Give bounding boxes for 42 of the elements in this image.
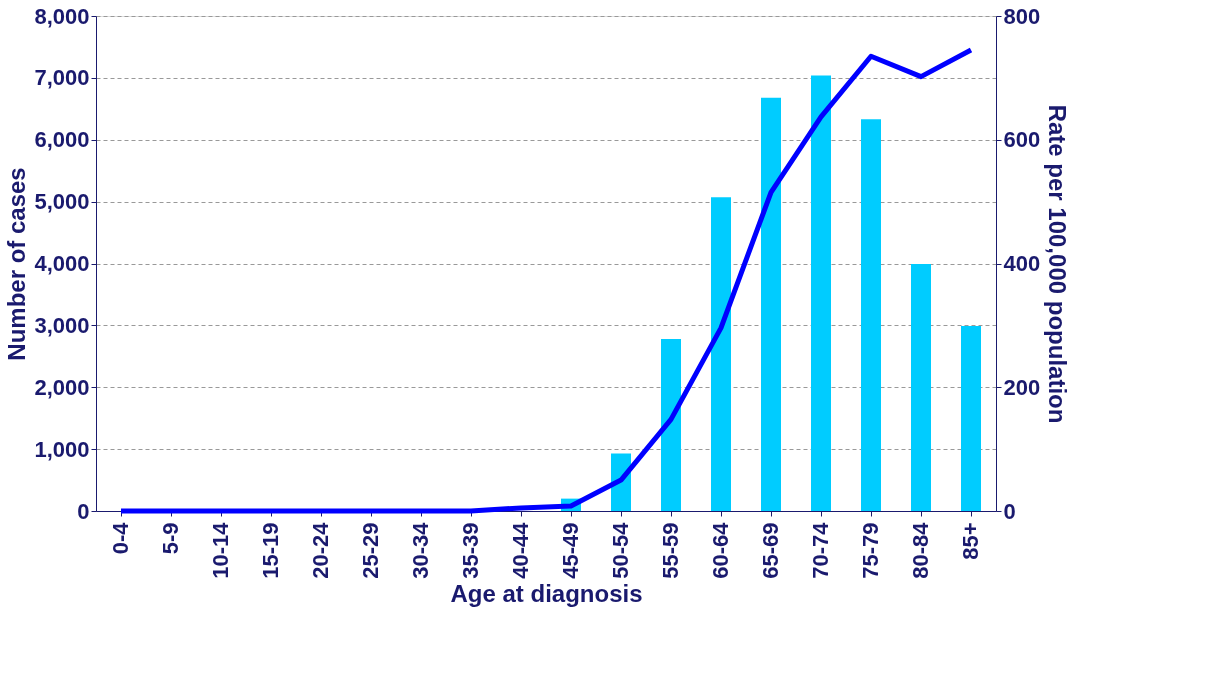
y2-tick-label: 400: [1003, 251, 1041, 276]
bar: [661, 338, 681, 511]
y2-tick-label: 600: [1003, 127, 1041, 153]
y2-tick-label: 0: [1003, 498, 1016, 524]
y-tick-label: 5,000: [34, 189, 90, 215]
x-tick-label: 0-4: [108, 521, 133, 555]
bar: [861, 119, 881, 511]
y-tick-label: 3,000: [34, 312, 90, 338]
y-tick-label: 4,000: [34, 251, 90, 276]
x-tick-label: 40-44: [508, 521, 533, 579]
x-tick-label: 35-39: [458, 522, 483, 579]
x-tick-label: 50-54: [608, 521, 633, 579]
y-tick-label: 6,000: [34, 127, 90, 153]
y2-tick-label: 200: [1003, 374, 1041, 400]
bar: [911, 264, 931, 511]
x-tick-label: 70-74: [808, 521, 833, 579]
x-tick-label: 60-64: [708, 521, 733, 579]
x-tick-label: 45-49: [558, 522, 583, 579]
bar: [811, 75, 831, 511]
y2-axis-title: Rate per 100,000 population: [1044, 104, 1072, 424]
x-tick-label: 5-9: [158, 522, 183, 555]
y-tick-label: 1,000: [34, 436, 90, 462]
x-tick-label: 30-34: [408, 521, 433, 579]
bar: [711, 197, 731, 511]
y-tick-label: 7,000: [34, 65, 90, 91]
y-tick-label: 8,000: [34, 3, 90, 29]
y-tick-label: 0: [77, 498, 90, 524]
x-tick-label: 15-19: [258, 522, 283, 579]
x-tick-label: 85+: [958, 522, 983, 560]
y2-tick-label: 800: [1003, 3, 1041, 29]
x-tick-label: 10-14: [208, 521, 233, 579]
x-tick-label: 75-79: [858, 522, 883, 579]
y-tick-label: 2,000: [34, 374, 90, 400]
x-tick-label: 25-29: [358, 522, 383, 579]
x-tick-label: 55-59: [658, 522, 683, 579]
x-tick-label: 20-24: [308, 521, 333, 579]
bar: [761, 97, 781, 511]
y-axis-title: Number of cases: [3, 167, 31, 361]
bar: [961, 325, 981, 511]
x-tick-label: 80-84: [908, 521, 933, 579]
x-tick-label: 65-69: [758, 522, 783, 579]
x-axis-title: Age at diagnosis: [450, 579, 643, 607]
